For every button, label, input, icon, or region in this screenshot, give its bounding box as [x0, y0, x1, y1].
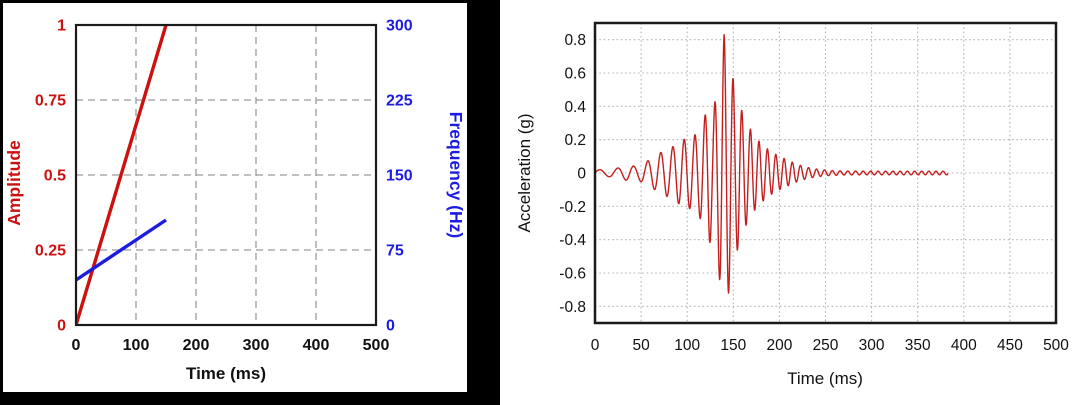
y-tick-label: -0.6 [559, 266, 586, 283]
amplitude-frequency-chart: Time (ms) Amplitude Frequency (Hz) 0 0.25… [4, 18, 466, 384]
right-tick-label: 225 [386, 93, 413, 110]
right-chart-y-axis-title: Acceleration (g) [515, 113, 534, 232]
right-chart-x-axis-title: Time (ms) [787, 369, 863, 388]
series-lines [76, 25, 168, 325]
x-tick-label: 300 [243, 337, 270, 354]
series-frequency-sweep [76, 218, 167, 282]
left-tick-label: 0.25 [35, 243, 66, 260]
plot-border [74, 23, 378, 327]
y-tick-label: -0.4 [559, 232, 586, 249]
left-tick-label: 0.5 [44, 168, 66, 185]
left-tick-label: 1 [57, 18, 66, 35]
left-chart-panel-frame: Time (ms) Amplitude Frequency (Hz) 0 0.25… [0, 0, 500, 405]
y-tick-label: 0.8 [564, 32, 586, 49]
grid-lines [595, 23, 1056, 323]
x-tick-label: 0 [72, 337, 81, 354]
x-tick-label: 150 [720, 337, 746, 354]
left-chart-area: Time (ms) Amplitude Frequency (Hz) 0 0.25… [3, 3, 467, 392]
right-tick-label: 75 [386, 243, 404, 260]
x-tick-label: 300 [859, 337, 885, 354]
acceleration-chart: Time (ms) Acceleration (g) -0.8-0.6-0.4-… [515, 21, 1069, 388]
right-tick-label: 150 [386, 168, 413, 185]
y-tick-label: -0.8 [559, 299, 586, 316]
right-chart-panel: Time (ms) Acceleration (g) -0.8 -0.6 -0.4-… [500, 0, 1086, 405]
right-tick-label: 300 [386, 18, 413, 35]
tick-labels: -0.8 -0.6 -0.4 -0.2 0 0.2 0.4 0.6 0.8 0 50 100 150 20… [559, 32, 1069, 354]
y-tick-label: -0.2 [559, 199, 586, 216]
acceleration-trace [594, 34, 949, 294]
left-chart-x-axis-title: Time (ms) [186, 364, 266, 383]
left-tick-label: 0 [57, 318, 66, 335]
left-tick-label: 0.75 [35, 93, 66, 110]
x-tick-label: 250 [813, 337, 839, 354]
series-amplitude-ramp [76, 25, 168, 325]
x-tick-label: 200 [183, 337, 210, 354]
y-tick-label: 0 [577, 166, 586, 183]
y-tick-label: 0.6 [564, 66, 586, 83]
x-tick-label: 100 [674, 337, 700, 354]
x-tick-label: 450 [997, 337, 1023, 354]
x-tick-label: 400 [303, 337, 330, 354]
x-tick-label: 500 [363, 337, 390, 354]
right-tick-label: 0 [386, 318, 395, 335]
left-chart-frequency-axis-title: Frequency (Hz) [446, 112, 466, 238]
tick-labels: 0 0.25 0.5 0.75 1 0 75 150 225 300 0 100 200 300 400 50… [35, 18, 413, 355]
x-tick-label: 100 [123, 337, 150, 354]
x-tick-label: 0 [591, 337, 600, 354]
grid-lines [76, 25, 376, 325]
y-tick-label: 0.2 [564, 132, 586, 149]
x-tick-label: 200 [766, 337, 792, 354]
x-tick-label: 400 [951, 337, 977, 354]
x-tick-label: 350 [905, 337, 931, 354]
plot-border [593, 21, 1058, 325]
x-tick-label: 500 [1043, 337, 1069, 354]
left-chart-amplitude-axis-title: Amplitude [4, 140, 24, 226]
y-tick-label: 0.4 [564, 99, 586, 116]
x-tick-label: 50 [632, 337, 650, 354]
